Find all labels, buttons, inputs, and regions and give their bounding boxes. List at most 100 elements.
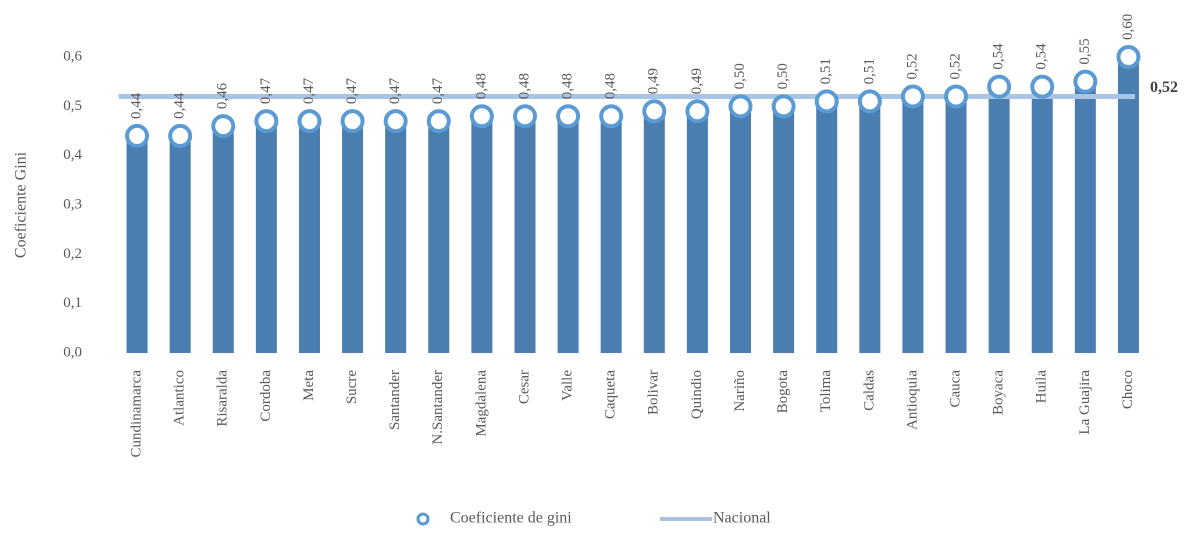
value-label: 0,48: [560, 73, 576, 99]
value-label: 0,48: [473, 73, 489, 99]
marker: [556, 104, 581, 129]
value-label: 0,47: [430, 77, 446, 104]
bar: [557, 116, 579, 353]
value-label: 0,46: [215, 82, 231, 109]
marker: [599, 104, 624, 129]
bar: [428, 121, 450, 353]
marker: [211, 114, 236, 139]
marker: [469, 104, 494, 129]
x-tick-label: Quindio: [689, 370, 705, 419]
y-axis-title: Coeficiente Gini: [13, 151, 30, 258]
value-label: 0,49: [646, 68, 662, 94]
value-label: 0,47: [301, 77, 317, 104]
y-tick-label: 0,1: [63, 295, 82, 311]
marker: [125, 123, 150, 148]
value-label: 0,54: [1034, 43, 1050, 70]
marker: [857, 89, 882, 114]
legend-marker: [416, 512, 430, 526]
y-tick-label: 0,6: [63, 48, 82, 64]
value-label: 0,47: [387, 77, 403, 104]
bar: [1117, 57, 1139, 353]
y-tick-label: 0,0: [63, 344, 82, 360]
bar: [945, 96, 967, 353]
x-tick-label: Huila: [1034, 370, 1050, 404]
bar: [385, 121, 407, 353]
bar: [859, 101, 881, 354]
x-tick-label: Santander: [387, 370, 403, 430]
legend-label: Nacional: [713, 510, 771, 527]
value-label: 0,48: [603, 73, 619, 99]
x-tick-label: Risaralda: [215, 370, 231, 427]
bar: [816, 101, 838, 354]
bar: [126, 135, 148, 353]
value-label: 0,47: [258, 77, 274, 104]
marker: [642, 99, 667, 124]
value-label: 0,50: [732, 63, 748, 89]
x-tick-label: N.Santander: [430, 370, 446, 445]
bar: [600, 116, 622, 353]
x-tick-label: Tolima: [818, 370, 834, 413]
value-label: 0,44: [172, 92, 188, 119]
bar: [902, 96, 924, 353]
bar: [1031, 86, 1053, 353]
value-label: 0,54: [991, 43, 1007, 70]
y-tick-label: 0,5: [63, 98, 82, 114]
x-tick-label: Valle: [560, 370, 576, 401]
x-tick-label: Cordoba: [258, 370, 274, 422]
marker: [512, 104, 537, 129]
marker: [900, 84, 925, 109]
marker: [1030, 74, 1055, 99]
y-tick-label: 0,2: [63, 246, 82, 262]
bar: [342, 121, 364, 353]
value-label: 0,52: [904, 53, 920, 79]
marker: [383, 109, 408, 134]
x-tick-label: Choco: [1120, 370, 1136, 409]
value-label: 0,50: [775, 63, 791, 89]
marker: [340, 109, 365, 134]
value-label: 0,60: [1120, 14, 1136, 40]
x-tick-label: Cundinamarca: [128, 370, 144, 458]
bar: [212, 126, 234, 353]
x-tick-label: La Guajira: [1077, 370, 1093, 435]
y-tick-label: 0,4: [63, 147, 82, 163]
marker: [254, 109, 279, 134]
legend-label: Coeficiente de gini: [450, 510, 572, 527]
value-label: 0,51: [861, 58, 877, 84]
bar: [514, 116, 536, 353]
marker: [1116, 45, 1141, 69]
marker: [987, 74, 1012, 99]
x-tick-label: Caqueta: [603, 370, 619, 419]
bar: [643, 111, 665, 354]
value-label: 0,44: [128, 92, 144, 119]
value-label: 0,48: [516, 73, 532, 99]
value-label: 0,47: [344, 77, 360, 104]
marker: [771, 94, 796, 119]
x-tick-label: Sucre: [344, 370, 360, 404]
x-tick-label: Nariño: [732, 370, 748, 412]
marker: [168, 123, 193, 148]
x-tick-label: Cesar: [516, 370, 532, 404]
bar: [471, 116, 493, 353]
bar: [169, 135, 191, 353]
x-tick-label: Bolivar: [646, 370, 662, 415]
marker: [728, 94, 753, 119]
x-tick-label: Bogota: [775, 370, 791, 414]
x-tick-label: Cauca: [947, 370, 963, 408]
x-tick-label: Caldas: [861, 370, 877, 411]
bar: [730, 106, 752, 353]
bar: [773, 106, 795, 353]
reference-label: 0,52: [1150, 79, 1178, 96]
marker: [426, 109, 451, 134]
marker: [814, 89, 839, 114]
x-tick-label: Atlantico: [172, 370, 188, 426]
marker: [944, 84, 969, 109]
marker: [685, 99, 710, 124]
bar: [988, 86, 1010, 353]
value-label: 0,52: [947, 53, 963, 79]
marker: [1073, 69, 1098, 94]
value-label: 0,55: [1077, 38, 1093, 64]
bar: [1074, 81, 1096, 354]
bar: [686, 111, 708, 354]
value-label: 0,49: [689, 68, 705, 94]
